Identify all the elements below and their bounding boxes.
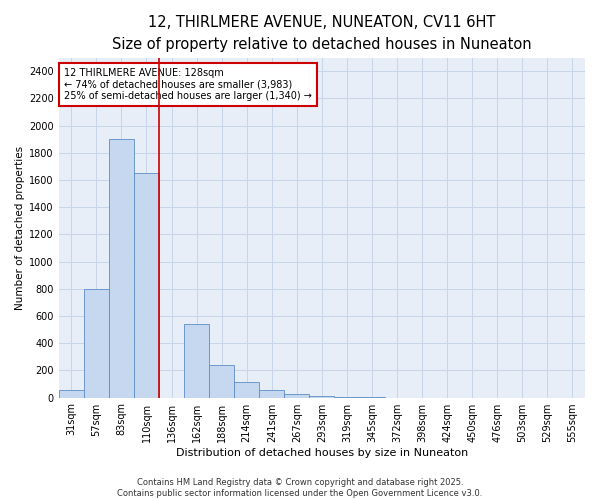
Bar — [284, 394, 310, 398]
Bar — [234, 382, 259, 398]
Text: 12 THIRLMERE AVENUE: 128sqm
← 74% of detached houses are smaller (3,983)
25% of : 12 THIRLMERE AVENUE: 128sqm ← 74% of det… — [64, 68, 312, 101]
Y-axis label: Number of detached properties: Number of detached properties — [15, 146, 25, 310]
Bar — [109, 139, 134, 398]
Bar — [59, 390, 84, 398]
Bar — [134, 173, 159, 398]
X-axis label: Distribution of detached houses by size in Nuneaton: Distribution of detached houses by size … — [176, 448, 468, 458]
Title: 12, THIRLMERE AVENUE, NUNEATON, CV11 6HT
Size of property relative to detached h: 12, THIRLMERE AVENUE, NUNEATON, CV11 6HT… — [112, 15, 532, 52]
Bar — [259, 390, 284, 398]
Bar — [84, 289, 109, 398]
Bar — [209, 365, 234, 398]
Text: Contains HM Land Registry data © Crown copyright and database right 2025.
Contai: Contains HM Land Registry data © Crown c… — [118, 478, 482, 498]
Bar — [184, 324, 209, 398]
Bar — [310, 396, 334, 398]
